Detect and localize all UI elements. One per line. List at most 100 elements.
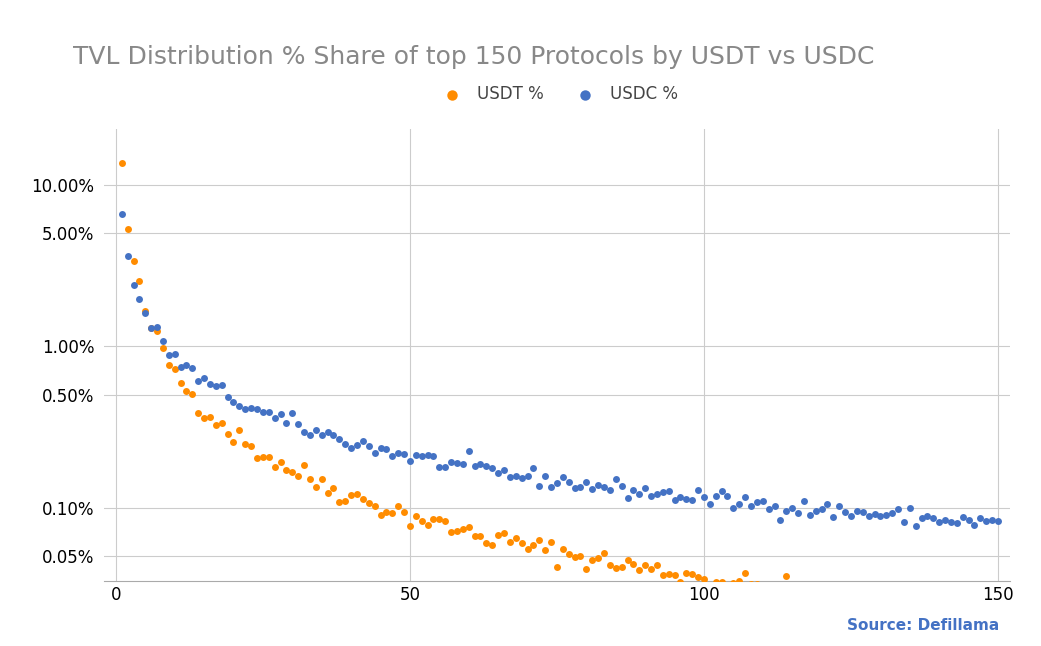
USDT % [772,583,789,594]
USDT % [778,570,794,581]
USDC % [890,504,907,514]
USDT % [542,537,559,547]
USDT % [566,552,583,563]
USDT % [731,576,747,586]
USDT % [373,510,389,520]
USDC % [449,457,465,468]
USDC % [396,449,412,459]
USDT % [172,378,188,388]
USDC % [631,489,648,499]
USDT % [266,462,283,472]
USDT % [484,539,501,550]
USDT % [784,586,801,596]
USDT % [584,555,601,565]
USDT % [631,565,648,576]
Text: TVL Distribution % Share of top 150 Protocols by USDT vs USDC: TVL Distribution % Share of top 150 Prot… [73,45,874,69]
USDT % [860,598,877,608]
USDC % [790,508,807,518]
USDT % [607,563,624,573]
USDT % [931,610,947,620]
USDC % [831,501,847,512]
USDT % [637,560,654,570]
USDC % [860,511,877,521]
USDC % [819,499,836,509]
USDC % [307,425,324,435]
USDC % [977,516,994,526]
USDT % [213,417,230,428]
USDT % [895,596,912,607]
USDC % [402,455,418,466]
USDC % [225,397,242,408]
USDC % [196,372,212,382]
USDC % [278,418,295,428]
USDT % [243,441,259,451]
USDT % [437,516,454,526]
USDT % [713,577,730,587]
USDC % [802,510,818,520]
USDC % [507,470,524,481]
USDC % [360,441,377,451]
USDT % [154,342,171,353]
USDT % [555,543,572,554]
USDC % [531,481,548,491]
USDT % [955,604,971,614]
USDC % [931,517,947,527]
USDC % [719,492,736,502]
USDC % [731,499,747,509]
USDT % [407,510,424,521]
USDC % [407,450,424,461]
USDC % [590,480,607,490]
USDC % [660,486,677,496]
USDT % [808,581,824,592]
USDT % [708,577,725,587]
USDC % [249,404,265,414]
USDT % [595,548,612,558]
USDT % [684,569,701,579]
USDT % [260,452,277,462]
USDT % [925,598,942,608]
USDC % [113,209,130,219]
USDT % [578,564,594,574]
USDC % [437,461,454,472]
USDT % [531,535,548,545]
USDC % [637,483,654,494]
USDC % [207,380,224,391]
USDC % [455,459,472,469]
USDC % [284,408,301,418]
USDT % [196,413,212,423]
USDT % [507,532,524,543]
USDC % [943,517,960,527]
USDC % [742,501,759,511]
USDT % [189,408,206,418]
USDT % [813,585,830,595]
USDC % [566,483,583,493]
USDC % [519,471,536,481]
USDT % [396,507,412,517]
USDT % [125,256,142,266]
USDC % [255,407,272,417]
USDT % [573,551,589,561]
USDT % [890,604,907,614]
USDC % [672,492,689,503]
USDT % [349,489,365,499]
USDT % [337,496,354,506]
USDC % [826,512,842,522]
USDT % [307,482,324,492]
USDT % [513,537,530,548]
USDC % [220,392,236,402]
USDC % [955,512,971,523]
USDC % [984,514,1000,525]
USDC % [342,443,359,453]
USDC % [666,495,683,505]
USDC % [466,461,483,471]
USDT % [160,360,177,370]
USDC % [202,379,219,389]
USDC % [555,472,572,482]
USDC % [560,477,577,487]
USDC % [848,506,865,516]
USDC % [855,507,871,517]
USDT % [496,528,512,538]
USDC % [619,493,636,503]
USDC % [272,409,288,419]
USDC % [878,510,894,520]
